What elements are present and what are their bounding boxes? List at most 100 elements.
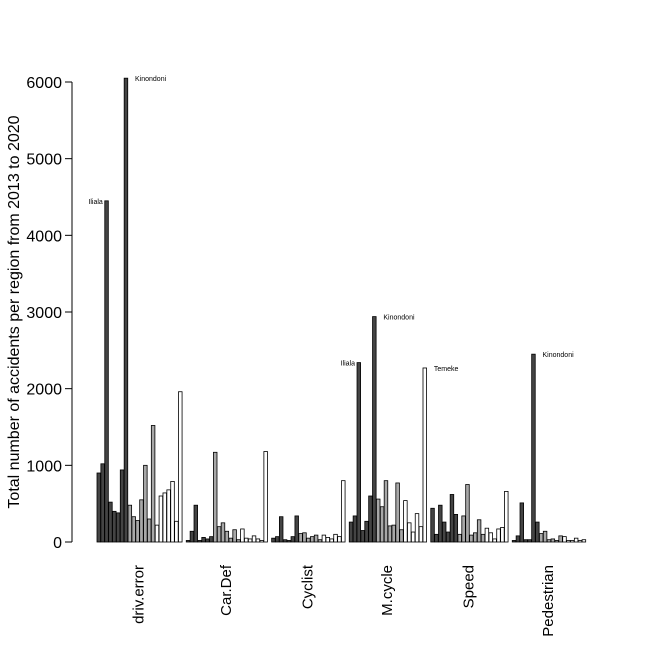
bar: [546, 539, 552, 543]
bar: [220, 522, 226, 543]
bar: [457, 533, 462, 543]
y-axis: 0 1000 2000 3000 4000 5000 6000: [26, 75, 73, 552]
bar: [170, 481, 175, 543]
bar: [558, 535, 563, 543]
bar: [476, 519, 482, 543]
bar: [364, 520, 369, 543]
bar: [360, 530, 365, 543]
bar: [329, 538, 334, 543]
bar: [372, 316, 377, 543]
bar: [290, 536, 296, 543]
bar: [515, 535, 521, 543]
bar: [228, 537, 233, 543]
y-tick-label: 1000: [26, 458, 62, 475]
bar: [131, 516, 136, 543]
bar: [531, 353, 536, 543]
bar: [112, 510, 117, 543]
bar: [383, 480, 389, 543]
bars: [96, 77, 587, 543]
bar: [577, 540, 583, 543]
bar: [123, 77, 129, 543]
bar: [302, 532, 307, 543]
bar: [465, 484, 470, 543]
bar: [185, 540, 191, 543]
bar: [100, 463, 105, 543]
bar: [127, 504, 133, 543]
bar: [519, 502, 524, 543]
category-label: Speed: [461, 565, 478, 608]
bar: [469, 534, 474, 543]
bar: [143, 464, 148, 543]
y-axis-title: Total number of accidents per region fro…: [6, 115, 23, 508]
bar: [275, 536, 280, 543]
bar: [554, 540, 559, 543]
bar: [395, 482, 400, 543]
bar: [232, 529, 237, 543]
bar: [251, 535, 257, 543]
category-label: Car.Def: [218, 564, 235, 616]
bar: [379, 506, 385, 543]
bar: [492, 538, 497, 543]
annotations: Iliala Kinondoni Iliala Kinondoni Temeke Kino…: [88, 76, 574, 373]
bar: [581, 539, 587, 543]
y-tick-label: 3000: [26, 305, 62, 322]
bar: [205, 538, 210, 543]
bar: [193, 504, 198, 543]
bar: [418, 526, 424, 543]
bar: [201, 537, 206, 543]
bar: [504, 490, 509, 543]
bar: [523, 539, 528, 543]
bar: [550, 538, 556, 543]
bar-annotation: Kinondoni: [543, 352, 575, 359]
bar: [116, 512, 121, 543]
bar: [263, 451, 268, 543]
bar: [570, 540, 575, 543]
bar: [333, 533, 338, 543]
bar: [500, 527, 505, 543]
bar: [445, 531, 451, 543]
bar: [178, 391, 183, 543]
category-label: M.cycle: [379, 565, 396, 616]
bar: [434, 533, 439, 543]
bar: [410, 531, 416, 543]
bar: [197, 540, 202, 543]
bar: [317, 539, 323, 543]
bar: [162, 492, 167, 543]
bar: [158, 495, 164, 543]
bar-annotation: Kinondoni: [383, 315, 415, 322]
bar: [282, 539, 288, 543]
bar: [348, 521, 354, 543]
bar: [104, 200, 109, 543]
bar: [542, 530, 548, 543]
bar: [240, 528, 245, 543]
bar: [473, 532, 478, 543]
bar: [527, 539, 532, 543]
bar: [325, 537, 330, 543]
bar: [108, 501, 113, 543]
y-tick-label: 5000: [26, 152, 62, 169]
bar: [484, 527, 490, 543]
bar: [535, 521, 540, 543]
bar: [216, 526, 222, 543]
bar: [154, 524, 160, 543]
y-tick-label: 6000: [26, 75, 62, 92]
bar-annotation: Iliala: [88, 199, 103, 206]
bar: [414, 513, 420, 543]
bar: [247, 538, 253, 543]
bar-annotation: Iliala: [341, 361, 356, 368]
bar: [461, 515, 466, 543]
bar: [341, 480, 346, 543]
bar: [174, 520, 179, 543]
bar: [255, 538, 261, 543]
bar: [511, 540, 517, 543]
bar-annotation: Kinondoni: [135, 76, 167, 83]
bar: [352, 515, 358, 543]
bar: [298, 533, 303, 543]
bar: [449, 494, 455, 543]
bar: [150, 425, 156, 543]
bar: [453, 514, 459, 543]
bar: [441, 521, 447, 543]
bar: [278, 516, 284, 543]
bar: [407, 522, 412, 543]
y-tick-label: 2000: [26, 382, 62, 399]
